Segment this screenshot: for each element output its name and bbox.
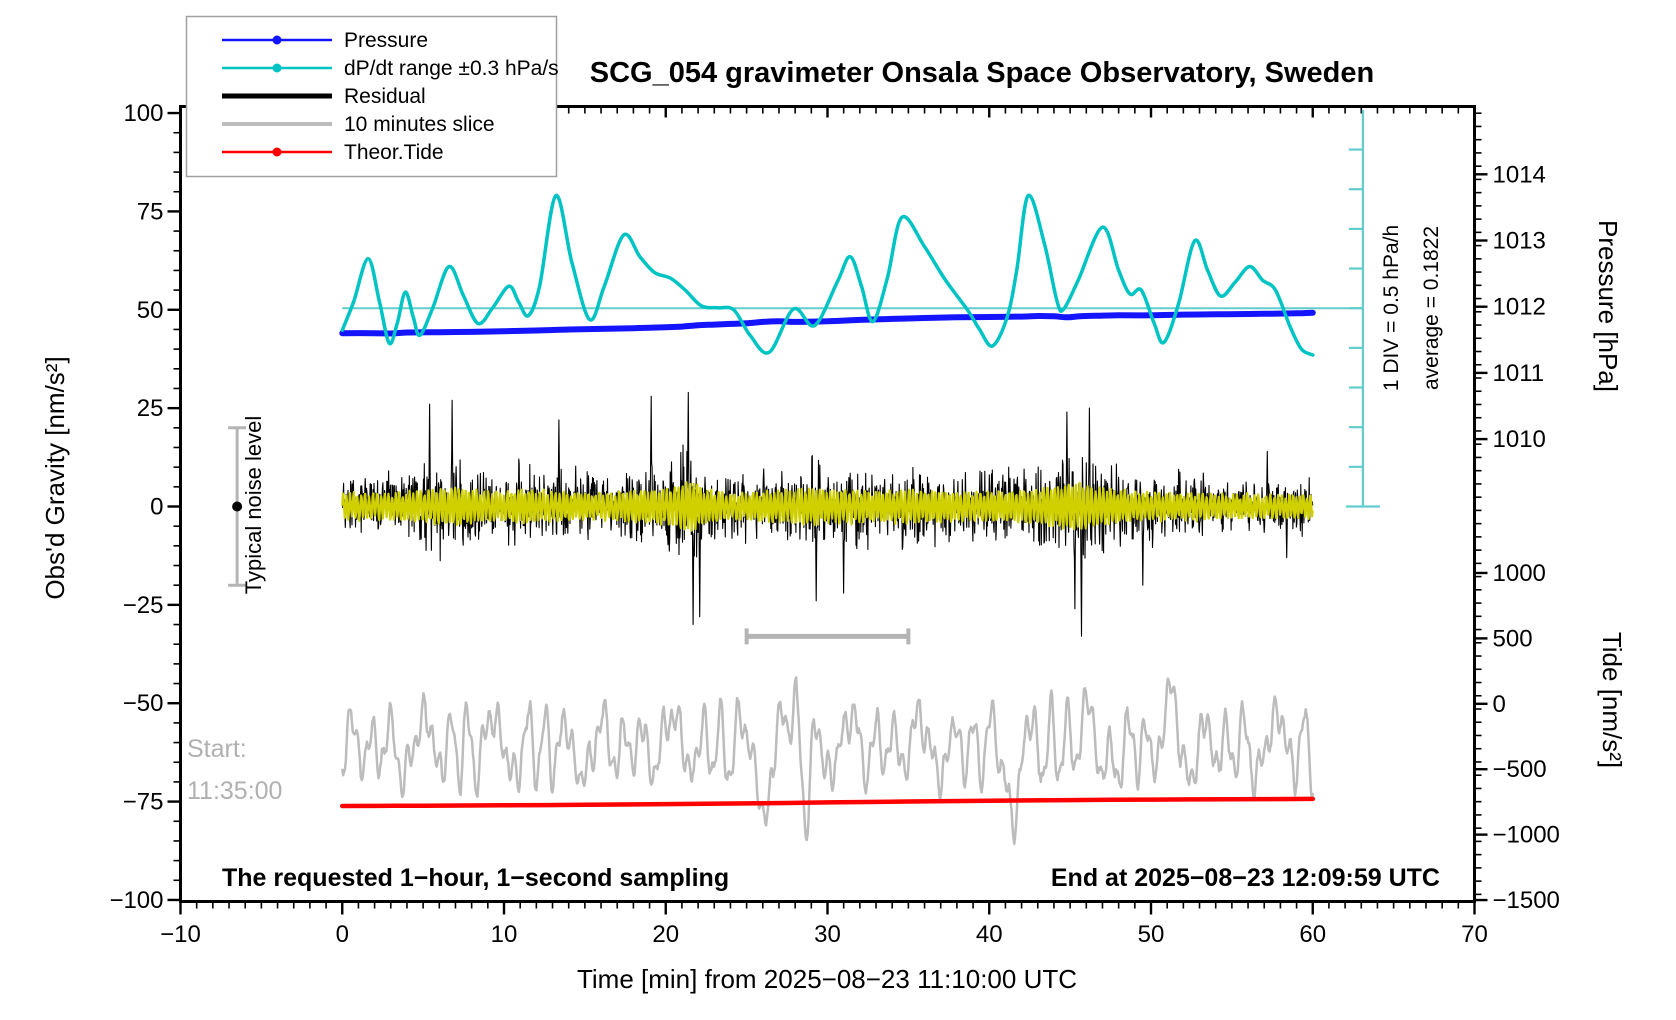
tide-tick-label: −1000 xyxy=(1493,822,1560,849)
div-scale-annotation: 1 DIV = 0.5 hPa/h xyxy=(1380,225,1403,391)
legend-dot xyxy=(272,147,282,157)
x-tick-label: 0 xyxy=(336,921,349,948)
tide-tick-label: 0 xyxy=(1493,691,1506,718)
gravity-axis-label: Obs'd Gravity [nm/s²] xyxy=(40,356,70,599)
pressure-tick-label: 1010 xyxy=(1493,426,1546,453)
gravity-tick-label: 50 xyxy=(137,297,164,324)
tide-tick-label: 1000 xyxy=(1493,560,1546,587)
tide-tick-label: −500 xyxy=(1493,756,1547,783)
gravity-tick-label: −100 xyxy=(109,887,163,914)
legend-label: dP/dt range ±0.3 hPa/s xyxy=(344,57,559,80)
legend: Pressure dP/dt range ±0.3 hPa/s Residual 10… xyxy=(185,15,559,178)
gravity-tick-label: −25 xyxy=(123,592,164,619)
x-tick-label: 10 xyxy=(491,921,518,948)
gravity-tick-label: 0 xyxy=(150,494,163,521)
x-tick-label: 30 xyxy=(814,921,841,948)
pressure-tick-label: 1014 xyxy=(1493,161,1546,188)
legend-label: 10 minutes slice xyxy=(344,113,495,136)
legend-label: Residual xyxy=(344,85,426,108)
end-time-note: End at 2025−08−23 12:09:59 UTC xyxy=(1051,864,1440,892)
dpdt-series xyxy=(340,193,1315,357)
gravity-tick-label: 75 xyxy=(137,198,164,225)
tide-tick-label: 500 xyxy=(1493,625,1533,652)
pressure-axis-label: Pressure [hPa] xyxy=(1593,220,1623,392)
x-axis-label: Time [min] from 2025−08−23 11:10:00 UTC xyxy=(577,964,1077,994)
legend-label: Pressure xyxy=(344,29,428,52)
start-label-line2: 11:35:00 xyxy=(187,777,282,805)
data-series-group xyxy=(228,109,1380,846)
tick-labels-group: −10 0 10 20 30 40 50 60 701007550250−25−50−75−10… xyxy=(109,100,1559,948)
x-tick-label: −10 xyxy=(160,921,201,948)
x-tick-label: 20 xyxy=(652,921,679,948)
gravity-tick-label: 100 xyxy=(123,100,163,127)
noise-error-bar-dot xyxy=(232,501,243,512)
average-annotation: average = 0.1822 xyxy=(1420,226,1443,390)
sampling-note: The requested 1−hour, 1−second sampling xyxy=(222,864,729,892)
noise-level-annotation: Typical noise level xyxy=(241,416,266,595)
pressure-tick-label: 1013 xyxy=(1493,228,1546,255)
x-tick-label: 70 xyxy=(1461,921,1488,948)
legend-dot xyxy=(272,35,282,45)
gravity-tick-label: −75 xyxy=(123,789,164,816)
legend-dot xyxy=(272,63,282,73)
tide-axis-label: Tide [nm/s²] xyxy=(1597,632,1627,768)
pressure-tick-label: 1012 xyxy=(1493,294,1546,321)
start-label-line1: Start: xyxy=(187,735,247,763)
x-tick-label: 40 xyxy=(976,921,1003,948)
x-tick-label: 60 xyxy=(1299,921,1326,948)
gravity-tick-label: −50 xyxy=(123,690,164,717)
x-tick-label: 50 xyxy=(1138,921,1165,948)
tide-tick-label: −1500 xyxy=(1493,887,1560,914)
pressure-tick-label: 1011 xyxy=(1493,360,1545,387)
legend-label: Theor.Tide xyxy=(344,141,444,164)
slice-series xyxy=(341,676,1315,846)
tide-series xyxy=(340,796,1316,809)
residual-smoothed-series xyxy=(341,481,1314,532)
chart-title: SCG_054 gravimeter Onsala Space Observat… xyxy=(590,57,1374,89)
gravity-tick-label: 25 xyxy=(137,395,164,422)
